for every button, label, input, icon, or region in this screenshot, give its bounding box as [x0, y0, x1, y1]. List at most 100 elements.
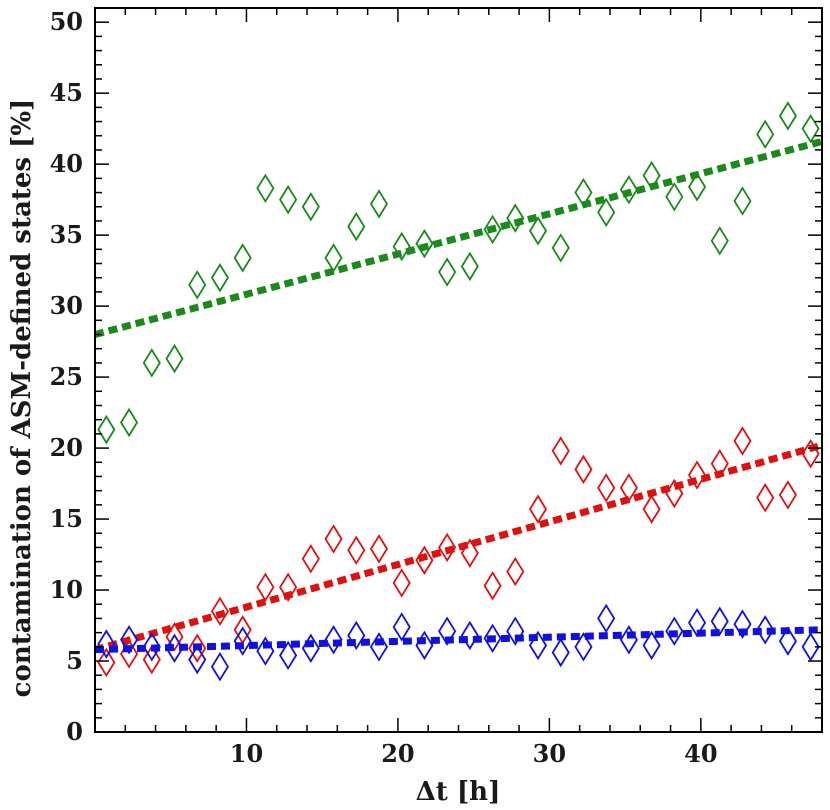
data-point	[574, 632, 593, 662]
data-point	[483, 623, 502, 654]
x-axis-title-unit: [h]	[457, 777, 501, 807]
data-point	[551, 233, 570, 263]
data-point	[733, 426, 752, 456]
x-tick-label: 20	[381, 739, 414, 768]
data-point	[347, 620, 366, 651]
data-point	[665, 616, 684, 646]
data-point	[710, 448, 729, 479]
data-point	[165, 343, 184, 374]
y-tick-label: 40	[50, 149, 83, 178]
data-point	[415, 630, 434, 661]
data-point	[210, 596, 230, 627]
data-point	[347, 535, 366, 566]
data-point	[733, 186, 752, 216]
data-point	[415, 228, 434, 259]
data-point	[301, 633, 320, 663]
data-point	[665, 478, 684, 509]
data-point	[210, 651, 230, 682]
data-point	[460, 620, 479, 651]
data-point	[597, 603, 616, 634]
y-tick-label: 15	[50, 504, 83, 533]
data-point	[710, 226, 729, 256]
data-point	[710, 606, 729, 636]
data-point	[551, 436, 570, 466]
data-point	[597, 197, 616, 228]
data-point	[483, 571, 502, 601]
data-point	[392, 231, 411, 262]
data-point	[188, 633, 207, 663]
data-point	[801, 632, 820, 662]
data-point	[619, 625, 638, 655]
series-3	[94, 603, 823, 682]
data-point	[120, 407, 139, 438]
y-tick-label: 10	[50, 575, 83, 604]
data-point	[642, 630, 661, 661]
y-axis-title: contamination of ASM-defined states [%]	[7, 99, 37, 698]
data-point	[97, 647, 116, 678]
y-tick-label: 35	[50, 220, 83, 249]
data-point	[188, 270, 207, 300]
data-point	[801, 113, 820, 144]
data-point	[142, 632, 161, 662]
data-point	[733, 609, 752, 639]
data-point	[687, 460, 707, 490]
data-point	[233, 243, 252, 273]
data-point	[369, 534, 389, 564]
y-tick-label: 0	[66, 717, 83, 746]
data-point	[438, 257, 457, 287]
x-tick-label: 40	[684, 739, 717, 768]
fit-line	[94, 626, 823, 654]
data-point	[528, 494, 548, 524]
data-point	[97, 414, 116, 445]
data-point	[188, 644, 207, 675]
data-point	[165, 633, 184, 663]
data-point	[165, 622, 184, 652]
data-point	[301, 192, 320, 222]
y-tick-label: 25	[50, 362, 83, 391]
data-point	[506, 203, 525, 233]
data-point	[142, 644, 161, 675]
data-point	[687, 607, 707, 638]
data-point	[756, 483, 775, 513]
data-point	[279, 640, 298, 671]
data-point	[619, 473, 638, 503]
data-point	[460, 538, 479, 568]
data-point	[324, 625, 343, 655]
y-tick-label: 20	[50, 433, 83, 462]
data-point	[347, 211, 366, 242]
data-point	[324, 524, 343, 554]
chart-marks	[94, 101, 823, 682]
y-tick-label: 50	[50, 7, 83, 36]
data-point	[438, 532, 457, 563]
x-tick-label: 10	[230, 739, 263, 768]
data-point	[460, 251, 479, 282]
data-point	[279, 572, 298, 602]
data-point	[801, 439, 820, 469]
data-point	[756, 615, 775, 645]
series-1	[94, 101, 823, 445]
data-point	[506, 556, 525, 587]
data-point	[142, 348, 161, 378]
data-point	[642, 160, 661, 191]
data-point	[233, 626, 252, 656]
data-point	[97, 629, 116, 659]
data-point	[597, 473, 616, 503]
data-point	[415, 545, 434, 575]
x-axis-title: Δt [h]	[416, 777, 501, 807]
data-point	[279, 184, 298, 215]
data-point	[528, 216, 548, 246]
data-point	[687, 172, 707, 202]
data-point	[665, 182, 684, 212]
x-axis-title-variable: Δt	[416, 777, 448, 807]
axis-ticks: 0 5 10 15 20 25 30 35 40 45 50 10 20 30 40	[50, 7, 822, 768]
data-point	[392, 568, 411, 598]
data-point	[369, 189, 389, 219]
data-point	[438, 616, 457, 646]
data-point	[778, 626, 797, 656]
y-tick-label: 45	[50, 78, 83, 107]
data-point	[574, 454, 593, 485]
data-point	[642, 494, 661, 524]
y-tick-label: 30	[50, 291, 83, 320]
x-tick-label: 30	[533, 739, 566, 768]
